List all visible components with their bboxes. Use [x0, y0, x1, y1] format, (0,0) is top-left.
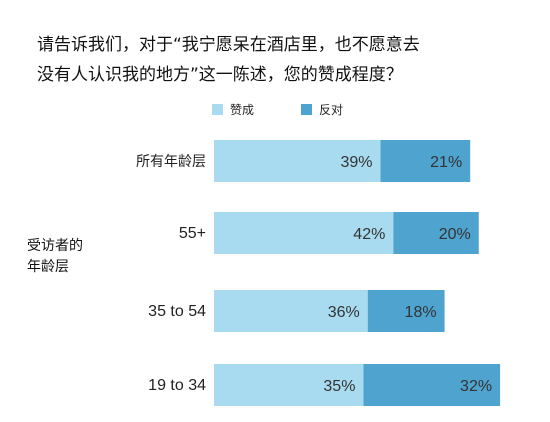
- value-label-agree-1: 39%: [340, 154, 372, 171]
- legend-swatch-1: [212, 104, 223, 115]
- y-axis-label-line-2: 年龄层: [27, 259, 69, 275]
- category-label-4: 19 to 34: [148, 377, 206, 394]
- legend-label-1: 赞成: [230, 103, 254, 117]
- value-label-agree-4: 35%: [323, 378, 355, 395]
- chart-title: 请告诉我们，对于“我宁愿呆在酒店里，也不愿意去 没有人认识我的地方”这一陈述，您…: [37, 30, 537, 90]
- value-label-disagree-2: 20%: [439, 226, 471, 243]
- value-label-agree-2: 42%: [353, 226, 385, 243]
- value-label-disagree-1: 21%: [430, 154, 462, 171]
- bar-agree-3: [214, 290, 368, 332]
- bar-agree-2: [214, 212, 394, 254]
- bar-disagree-3: [367, 290, 445, 332]
- y-axis-label: 受访者的 年龄层: [27, 236, 83, 278]
- bar-agree-1: [214, 140, 381, 182]
- category-label-3: 35 to 54: [148, 303, 206, 320]
- category-label-1: 所有年龄层: [136, 154, 206, 170]
- bar-disagree-2: [393, 212, 479, 254]
- value-label-disagree-4: 32%: [460, 378, 492, 395]
- value-label-disagree-3: 18%: [405, 304, 437, 321]
- bar-disagree-1: [380, 140, 471, 182]
- legend-swatch-2: [301, 104, 312, 115]
- category-label-2: 55+: [179, 225, 206, 242]
- chart-title-line-2: 没有人认识我的地方”这一陈述，您的赞成程度？: [37, 65, 403, 85]
- value-label-agree-3: 36%: [328, 304, 360, 321]
- bar-disagree-4: [363, 364, 501, 406]
- legend-label-2: 反对: [319, 103, 343, 117]
- bar-agree-4: [214, 364, 364, 406]
- y-axis-label-line-1: 受访者的: [27, 238, 83, 254]
- chart-title-line-1: 请告诉我们，对于“我宁愿呆在酒店里，也不愿意去: [37, 35, 420, 55]
